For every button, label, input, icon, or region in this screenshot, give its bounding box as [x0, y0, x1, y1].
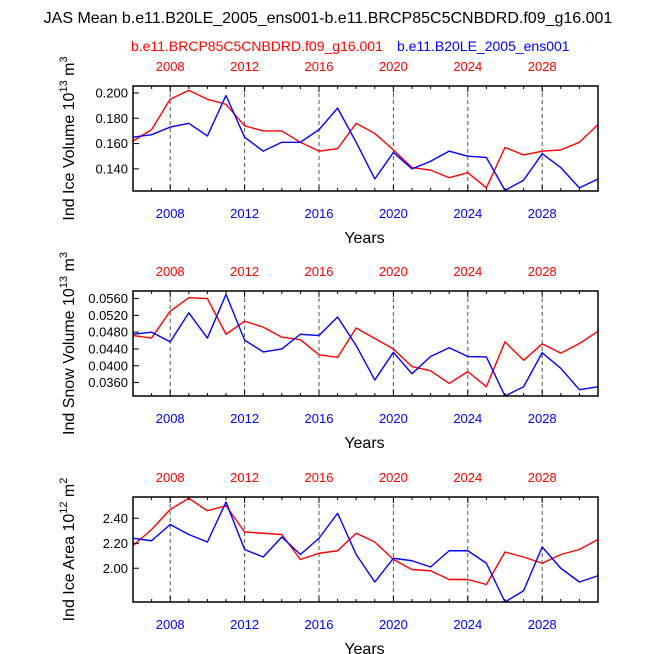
x-tick-label-top: 2012: [230, 59, 259, 74]
y-tick-label: 2.40: [103, 511, 128, 526]
x-tick-label-top: 2024: [453, 470, 482, 485]
y-tick-label: 0.0360: [88, 375, 128, 390]
plot-frame: [132, 290, 599, 397]
series-line-blue: [132, 501, 599, 603]
x-tick-label-bottom: 2012: [230, 411, 259, 426]
figure-title: JAS Mean b.e11.B20LE_2005_ens001-b.e11.B…: [44, 10, 613, 27]
y-tick-label: 0.180: [95, 111, 128, 126]
y-tick-label: 2.20: [103, 536, 128, 551]
x-tick-label-top: 2020: [379, 470, 408, 485]
x-axis-label: Years: [344, 230, 384, 247]
x-tick-label-bottom: 2016: [305, 206, 334, 221]
x-tick-label-bottom: 2024: [453, 206, 482, 221]
x-tick-label-top: 2016: [305, 264, 334, 279]
y-axis-label-unit: m: [61, 63, 78, 81]
chart-panel-2: 2008 2008 2012 2012 2016 2016 2020 2020 2024 2024…: [58, 252, 599, 452]
x-tick-label-bottom: 2008: [156, 411, 185, 426]
series-line-blue: [132, 293, 599, 397]
y-axis-label-unit: m: [61, 484, 78, 502]
x-axis-label: Years: [344, 435, 384, 452]
x-tick-label-top: 2028: [528, 470, 557, 485]
x-tick-label-bottom: 2012: [230, 206, 259, 221]
legend-red-label: b.e11.BRCP85C5CNBDRD.f09_g16.001: [131, 38, 383, 54]
x-tick-label-bottom: 2028: [528, 411, 557, 426]
series-line-red: [132, 89, 599, 189]
y-tick-label: 0.160: [95, 136, 128, 151]
x-tick-label-top: 2020: [379, 264, 408, 279]
y-tick-label: 0.0520: [88, 308, 128, 323]
legend-blue-label: b.e11.B20LE_2005_ens001: [397, 38, 570, 54]
y-axis-label-unit: m: [61, 258, 78, 276]
x-axis-label: Years: [344, 641, 384, 654]
x-tick-label-top: 2020: [379, 59, 408, 74]
y-axis-label-exp: 13: [58, 80, 70, 92]
y-axis-label: Ind Snow Volume 1013 m3: [58, 252, 78, 435]
plot-frame: [132, 85, 599, 192]
y-tick-label: 0.0480: [88, 325, 128, 340]
x-tick-label-bottom: 2008: [156, 206, 185, 221]
x-tick-label-bottom: 2016: [305, 411, 334, 426]
x-tick-label-top: 2016: [305, 470, 334, 485]
x-tick-label-bottom: 2028: [528, 206, 557, 221]
y-axis-label: Ind Ice Volume 1013 m3: [58, 56, 78, 220]
y-tick-label: 0.0560: [88, 291, 128, 306]
x-tick-label-top: 2008: [156, 470, 185, 485]
x-tick-label-top: 2024: [453, 264, 482, 279]
chart-panel-3: 2008 2008 2012 2012 2016 2016 2020 2020 2024 2024…: [58, 470, 599, 654]
y-axis-label-unit-exp: 3: [58, 56, 70, 62]
chart-panel-1: 2008 2008 2012 2012 2016 2016 2020 2020 2024 2024…: [58, 56, 599, 247]
x-tick-label-top: 2016: [305, 59, 334, 74]
x-tick-label-top: 2012: [230, 470, 259, 485]
x-tick-label-top: 2028: [528, 59, 557, 74]
y-tick-label: 2.00: [103, 561, 128, 576]
y-tick-label: 0.0440: [88, 341, 128, 356]
y-axis-label-unit-exp: 3: [58, 252, 70, 258]
series-line-red: [132, 297, 599, 388]
x-tick-label-bottom: 2008: [156, 617, 185, 632]
x-tick-label-top: 2028: [528, 264, 557, 279]
x-tick-label-top: 2024: [453, 59, 482, 74]
y-axis-label-main: Ind Ice Volume 10: [61, 92, 78, 220]
y-axis-label: Ind Ice Area 1012 m2: [58, 478, 78, 622]
x-tick-label-top: 2012: [230, 264, 259, 279]
series-line-blue: [132, 94, 599, 192]
y-axis-label-main: Ind Snow Volume 10: [61, 288, 78, 435]
y-axis-label-exp: 13: [58, 276, 70, 288]
y-tick-label: 0.0400: [88, 358, 128, 373]
y-axis-label-main: Ind Ice Area 10: [61, 514, 78, 622]
x-tick-label-top: 2008: [156, 59, 185, 74]
plot-frame: [132, 496, 599, 603]
x-tick-label-bottom: 2020: [379, 411, 408, 426]
x-tick-label-bottom: 2012: [230, 617, 259, 632]
y-axis-label-unit-exp: 2: [58, 478, 70, 484]
x-tick-label-bottom: 2016: [305, 617, 334, 632]
x-tick-label-bottom: 2028: [528, 617, 557, 632]
x-tick-label-bottom: 2020: [379, 206, 408, 221]
y-tick-label: 0.200: [95, 85, 128, 100]
x-tick-label-bottom: 2024: [453, 411, 482, 426]
x-tick-label-top: 2008: [156, 264, 185, 279]
x-tick-label-bottom: 2024: [453, 617, 482, 632]
y-tick-label: 0.140: [95, 161, 128, 176]
series-line-red: [132, 497, 599, 586]
y-axis-label-exp: 12: [58, 502, 70, 514]
x-tick-label-bottom: 2020: [379, 617, 408, 632]
